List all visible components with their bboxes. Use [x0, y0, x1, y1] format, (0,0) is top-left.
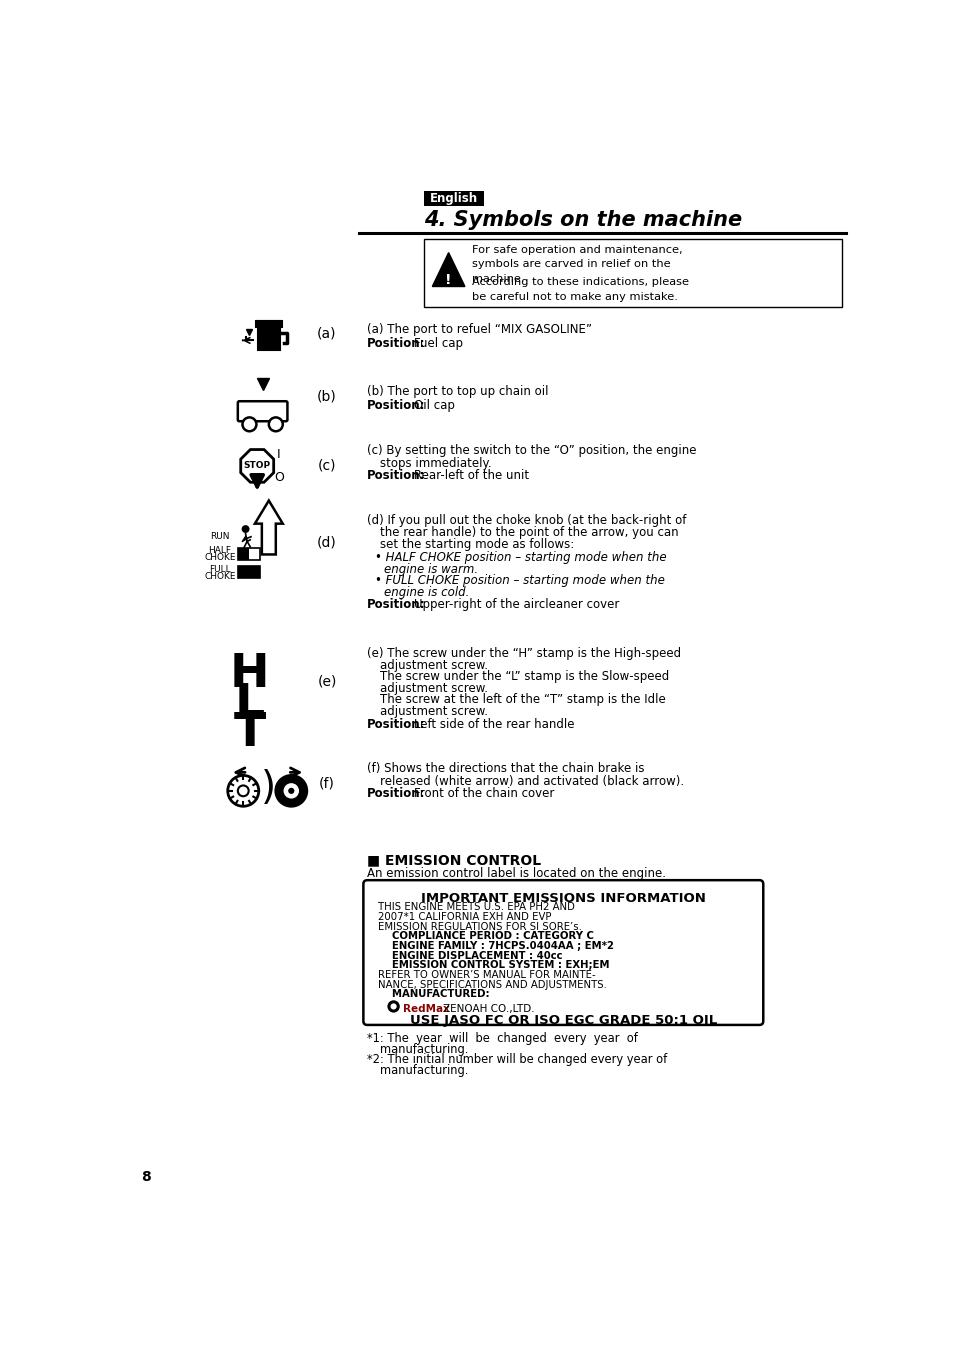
Text: Position:: Position:	[367, 399, 425, 412]
Text: 2007*1 CALIFORNIA EXH AND EVP: 2007*1 CALIFORNIA EXH AND EVP	[377, 913, 551, 922]
Circle shape	[269, 418, 282, 431]
Circle shape	[288, 787, 294, 794]
Text: The screw under the “L” stamp is the Slow-speed: The screw under the “L” stamp is the Slo…	[379, 670, 668, 683]
Text: HALF: HALF	[209, 546, 232, 555]
Text: !: !	[445, 274, 452, 287]
Text: IMPORTANT EMISSIONS INFORMATION: IMPORTANT EMISSIONS INFORMATION	[420, 892, 705, 905]
Circle shape	[387, 1000, 399, 1012]
Text: (c) By setting the switch to the “O” position, the engine: (c) By setting the switch to the “O” pos…	[367, 445, 696, 457]
Text: According to these indications, please
be careful not to make any mistake.: According to these indications, please b…	[472, 278, 688, 302]
Text: ): )	[260, 768, 275, 806]
Text: • HALF CHOKE position – starting mode when the: • HALF CHOKE position – starting mode wh…	[375, 550, 666, 563]
Polygon shape	[240, 449, 274, 483]
Text: adjustment screw.: adjustment screw.	[379, 705, 487, 718]
Text: manufacturing.: manufacturing.	[379, 1042, 468, 1055]
Text: EMISSION CONTROL SYSTEM : EXH;EM: EMISSION CONTROL SYSTEM : EXH;EM	[377, 960, 609, 971]
Text: adjustment screw.: adjustment screw.	[379, 659, 487, 673]
FancyBboxPatch shape	[363, 880, 762, 1024]
Text: Front of the chain cover: Front of the chain cover	[414, 787, 554, 799]
Text: 8: 8	[141, 1170, 151, 1184]
Text: T: T	[233, 710, 265, 756]
Text: 4. Symbols on the machine: 4. Symbols on the machine	[423, 209, 741, 229]
Text: (a) The port to refuel “MIX GASOLINE”: (a) The port to refuel “MIX GASOLINE”	[367, 324, 592, 337]
Polygon shape	[254, 500, 282, 554]
Text: REFER TO OWNER’S MANUAL FOR MAINTE-: REFER TO OWNER’S MANUAL FOR MAINTE-	[377, 969, 595, 980]
Polygon shape	[432, 252, 464, 287]
Text: FULL: FULL	[209, 565, 231, 574]
Text: ENGINE FAMILY : 7HCPS.0404AA ; EM*2: ENGINE FAMILY : 7HCPS.0404AA ; EM*2	[377, 941, 614, 950]
Text: An emission control label is located on the engine.: An emission control label is located on …	[367, 867, 665, 880]
Circle shape	[237, 786, 249, 797]
Text: Position:: Position:	[367, 717, 425, 731]
Text: COMPLIANCE PERIOD : CATEGORY C: COMPLIANCE PERIOD : CATEGORY C	[377, 931, 594, 941]
Text: STOP: STOP	[243, 461, 271, 470]
Text: Position:: Position:	[367, 337, 425, 350]
Text: adjustment screw.: adjustment screw.	[379, 682, 487, 696]
Text: engine is cold.: engine is cold.	[384, 586, 469, 599]
Text: (a): (a)	[316, 326, 336, 341]
Text: I: I	[276, 448, 280, 461]
Text: manufacturing.: manufacturing.	[379, 1064, 468, 1077]
Text: H: H	[230, 652, 269, 697]
FancyBboxPatch shape	[423, 191, 484, 206]
FancyBboxPatch shape	[237, 566, 259, 578]
Text: (e) The screw under the “H” stamp is the High-speed: (e) The screw under the “H” stamp is the…	[367, 647, 680, 661]
Text: NANCE, SPECIFICATIONS AND ADJUSTMENTS.: NANCE, SPECIFICATIONS AND ADJUSTMENTS.	[377, 980, 606, 989]
Text: English: English	[430, 193, 477, 205]
Circle shape	[283, 783, 298, 798]
Text: EMISSION REGULATIONS FOR SI SORE’s.: EMISSION REGULATIONS FOR SI SORE’s.	[377, 922, 581, 931]
FancyBboxPatch shape	[237, 547, 249, 559]
Text: released (white arrow) and activated (black arrow).: released (white arrow) and activated (bl…	[379, 775, 683, 787]
Text: L: L	[234, 682, 264, 727]
Circle shape	[275, 775, 307, 806]
Text: the rear handle) to the point of the arrow, you can: the rear handle) to the point of the arr…	[379, 526, 678, 539]
FancyBboxPatch shape	[255, 321, 282, 326]
Text: *1: The  year  will  be  changed  every  year  of: *1: The year will be changed every year …	[367, 1031, 638, 1045]
FancyBboxPatch shape	[237, 402, 287, 421]
Text: RedMax: RedMax	[402, 1004, 449, 1014]
Circle shape	[242, 526, 249, 532]
Text: Upper-right of the aircleaner cover: Upper-right of the aircleaner cover	[414, 599, 618, 612]
Text: (f): (f)	[318, 776, 335, 790]
Text: CHOKE: CHOKE	[204, 553, 235, 562]
Text: Position:: Position:	[367, 599, 425, 612]
Text: For safe operation and maintenance,
symbols are carved in relief on the
machine.: For safe operation and maintenance, symb…	[472, 245, 681, 283]
Text: RUN: RUN	[210, 532, 230, 542]
Text: THIS ENGINE MEETS U.S. EPA PH2 AND: THIS ENGINE MEETS U.S. EPA PH2 AND	[377, 903, 575, 913]
Text: engine is warm.: engine is warm.	[384, 563, 477, 576]
Text: The screw at the left of the “T” stamp is the Idle: The screw at the left of the “T” stamp i…	[379, 693, 664, 706]
FancyBboxPatch shape	[257, 321, 279, 350]
Text: USE JASO FC OR ISO EGC GRADE 50:1 OIL: USE JASO FC OR ISO EGC GRADE 50:1 OIL	[409, 1014, 717, 1027]
FancyBboxPatch shape	[423, 239, 841, 306]
Text: (b) The port to top up chain oil: (b) The port to top up chain oil	[367, 386, 548, 398]
Text: Position:: Position:	[367, 469, 425, 483]
Text: Position:: Position:	[367, 787, 425, 799]
Text: (b): (b)	[316, 390, 336, 403]
Text: (e): (e)	[317, 674, 336, 689]
Text: ENGINE DISPLACEMENT : 40cc: ENGINE DISPLACEMENT : 40cc	[377, 950, 562, 961]
Text: Left side of the rear handle: Left side of the rear handle	[414, 717, 574, 731]
Text: (c): (c)	[317, 458, 335, 473]
Text: ■ EMISSION CONTROL: ■ EMISSION CONTROL	[367, 853, 540, 867]
Text: Oil cap: Oil cap	[414, 399, 455, 412]
Text: Rear-left of the unit: Rear-left of the unit	[414, 469, 528, 483]
Text: ZENOAH CO.,LTD.: ZENOAH CO.,LTD.	[443, 1004, 535, 1014]
Text: (f) Shows the directions that the chain brake is: (f) Shows the directions that the chain …	[367, 763, 644, 775]
Circle shape	[242, 418, 256, 431]
Text: CHOKE: CHOKE	[204, 572, 235, 581]
Circle shape	[228, 775, 258, 806]
Circle shape	[390, 1003, 396, 1010]
Text: Fuel cap: Fuel cap	[414, 337, 462, 350]
Text: (d) If you pull out the choke knob (at the back-right of: (d) If you pull out the choke knob (at t…	[367, 514, 686, 527]
Text: set the starting mode as follows:: set the starting mode as follows:	[379, 538, 574, 551]
FancyBboxPatch shape	[237, 547, 259, 559]
Text: • FULL CHOKE position – starting mode when the: • FULL CHOKE position – starting mode wh…	[375, 574, 664, 586]
Text: (d): (d)	[316, 537, 336, 550]
Text: O: O	[274, 470, 284, 484]
Text: MANUFACTURED:: MANUFACTURED:	[377, 989, 489, 999]
Text: stops immediately.: stops immediately.	[379, 457, 491, 469]
Text: *2: The initial number will be changed every year of: *2: The initial number will be changed e…	[367, 1053, 667, 1066]
